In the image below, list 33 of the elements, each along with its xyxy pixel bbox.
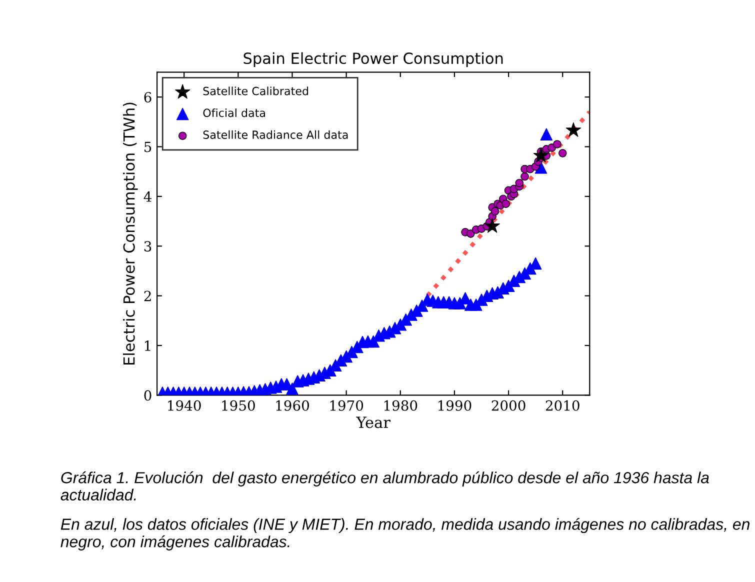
y-tick-label: 4 [144,191,152,202]
x-tick-label: 1960 [276,400,309,411]
y-tick-label: 0 [144,390,152,401]
legend-label: Satellite Radiance All data [203,130,348,139]
x-tick-label: 2000 [492,400,526,411]
point [484,218,500,233]
point [502,200,510,208]
x-tick-label: 1950 [222,400,255,411]
point [466,230,475,238]
x-tick-label: 1990 [438,400,472,411]
x-tick-label: 2010 [546,400,580,411]
point [490,207,500,216]
x-tick-label: 1970 [330,400,364,411]
point [520,172,529,181]
y-tick-label: 5 [144,142,152,152]
point [533,148,549,162]
point [558,149,567,158]
text: Gráfica 1. Evolución del gasto energético en alumbrado público desde el año 1936 hasta la actualidad. [60,471,709,501]
x-tick-label: 1940 [168,400,201,411]
legend-label: Oficial data [203,108,265,118]
legend-label: Satellite Calibrated [203,86,308,96]
point [515,178,524,188]
y-tick-label: 1 [145,340,150,351]
x-tick-label: 1980 [384,400,418,411]
point [553,140,562,148]
y-tick-label: 3 [144,241,152,252]
y-tick-label: 6 [144,92,152,102]
chart-title: Spain Electric Power Consumption [244,52,503,68]
x-axis-title: Year [356,416,390,428]
text: En azul, los datos oficiales (INE y MIET). En morado, medida usando imágenes no calibradas, en negro, con imágenes calibradas. [60,518,750,550]
point [566,122,582,137]
y-tick-label: 2 [144,290,151,302]
y-axis-title: Electric Power Consumption (TWh) [123,102,138,364]
